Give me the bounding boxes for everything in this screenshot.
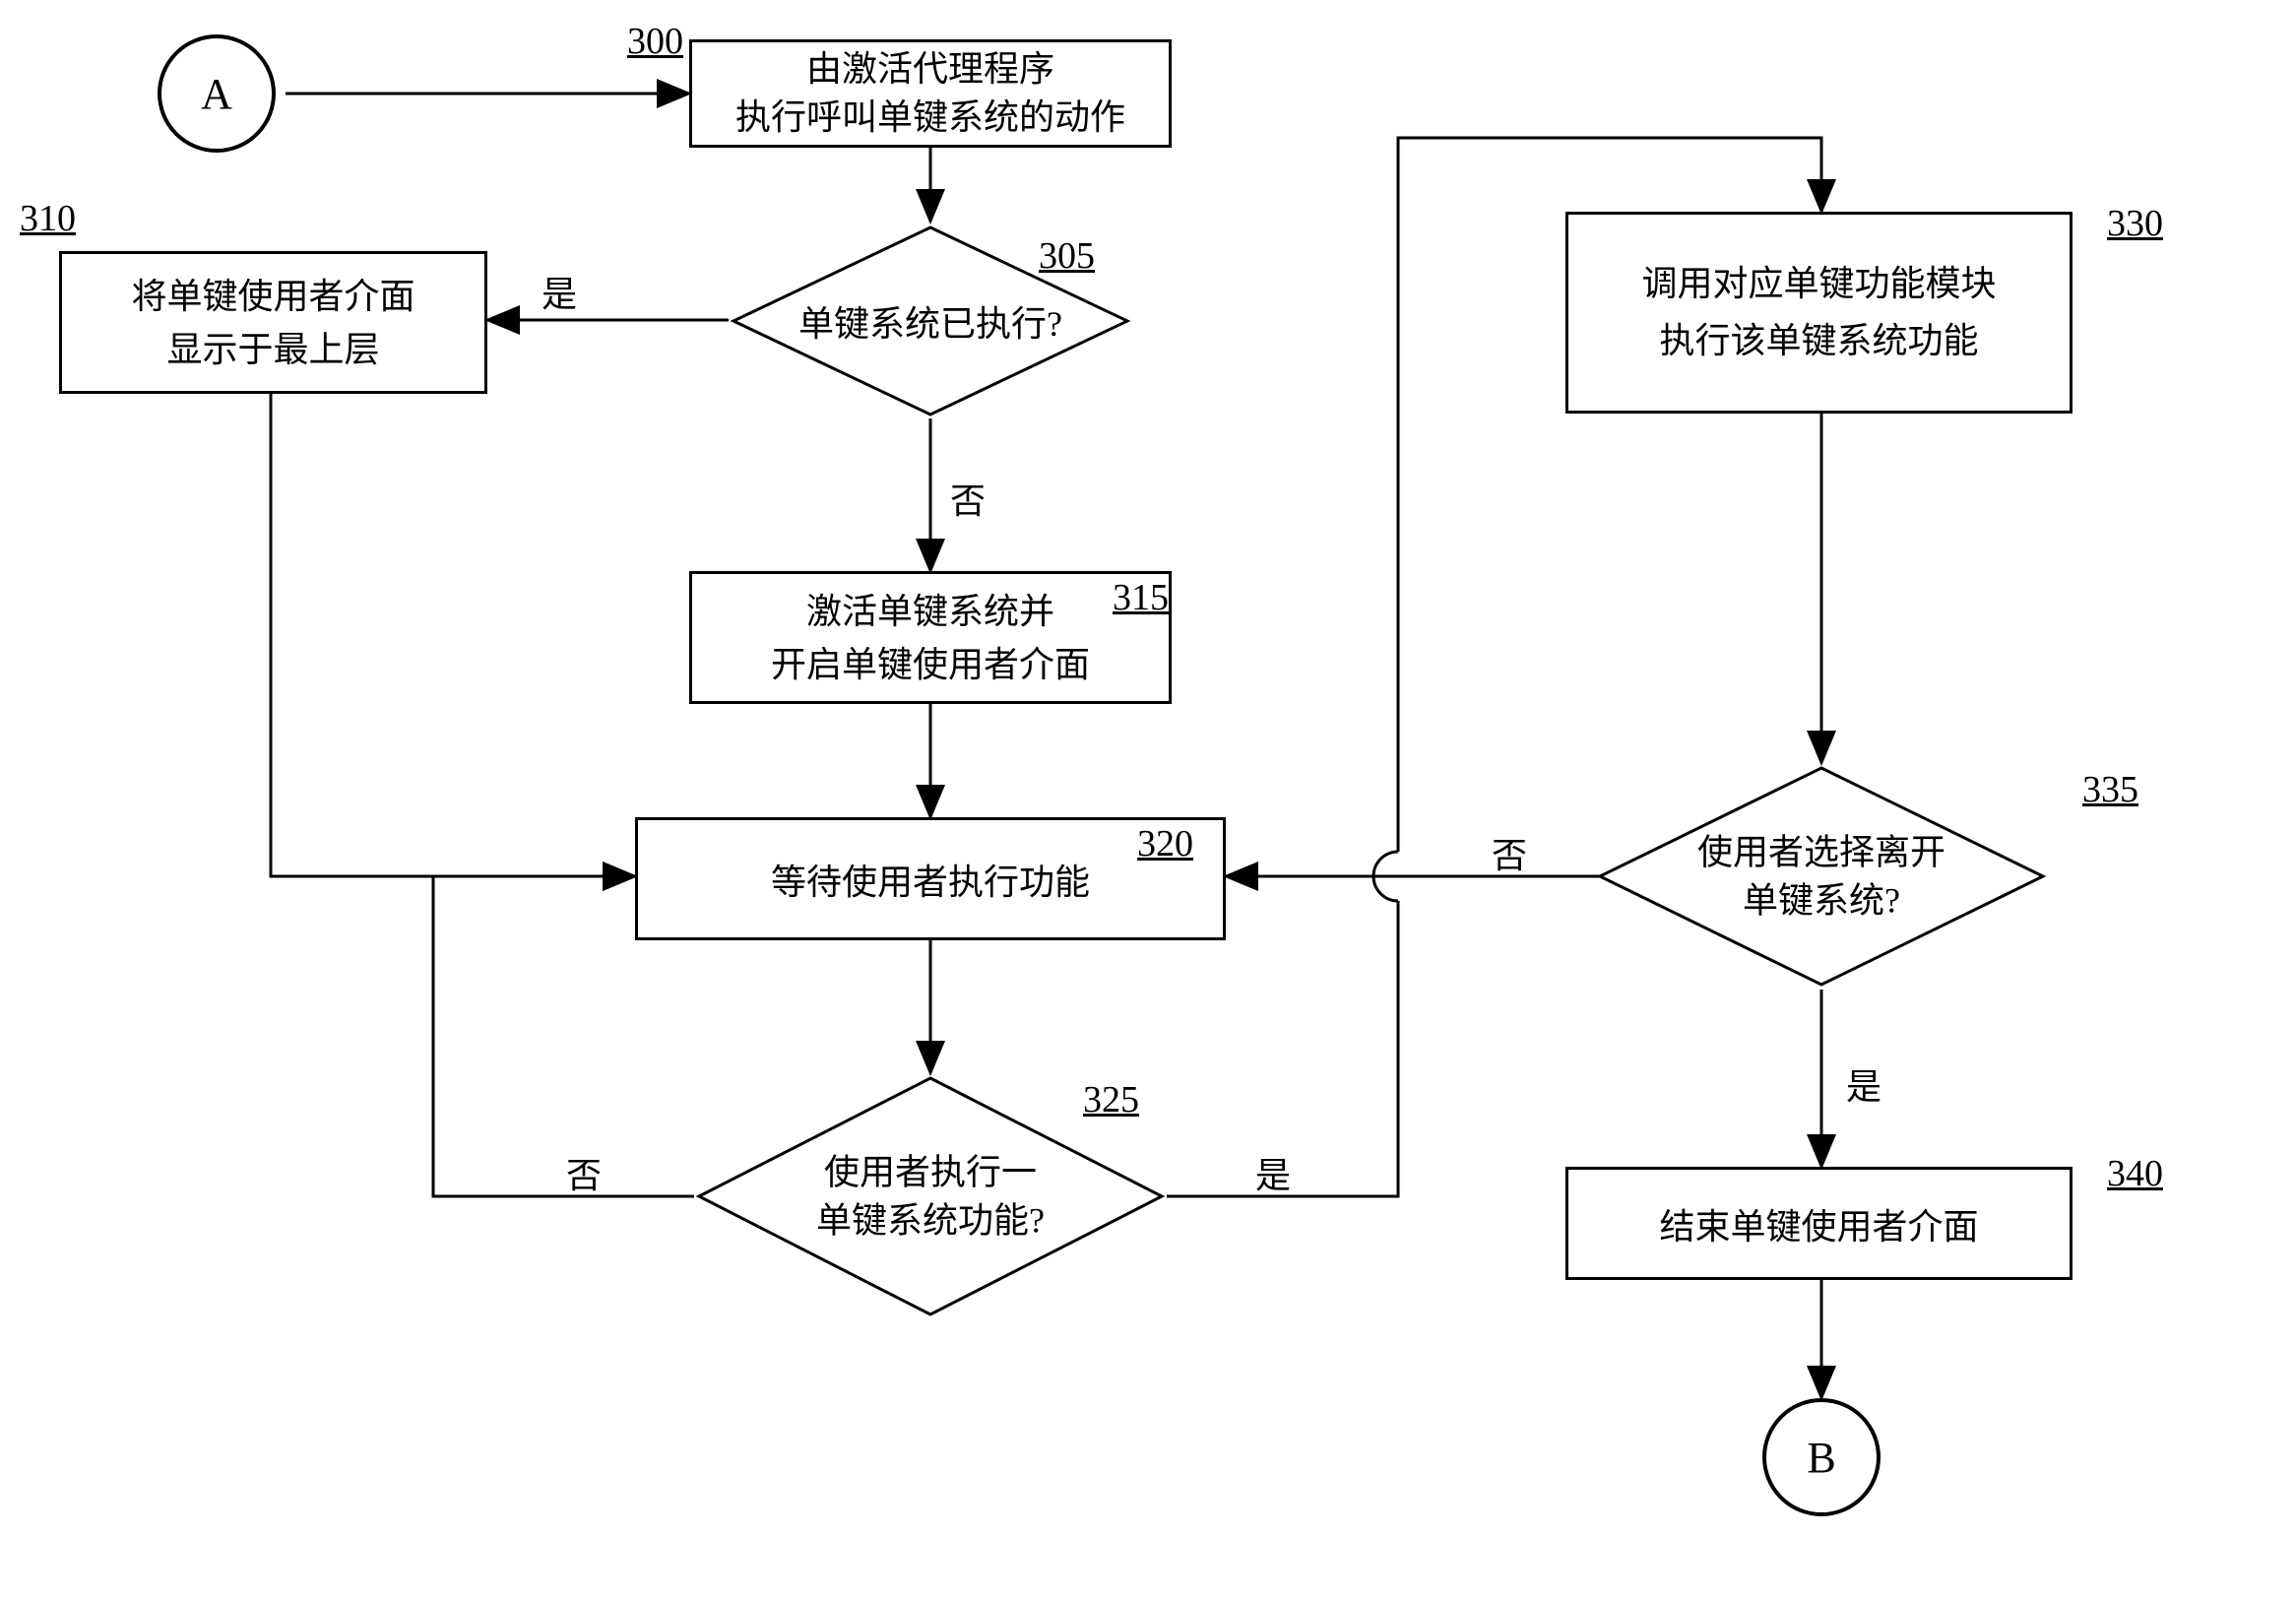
node-305: 单键系统已执行? xyxy=(793,249,1068,392)
node-300-line1: 由激活代理程序 xyxy=(735,45,1125,94)
node-335: 使用者选择离开 单键系统? xyxy=(1659,798,1984,955)
node-330-text: 调用对应单键功能模块 执行该单键系统功能 xyxy=(1641,256,1996,369)
node-335-line2: 单键系统? xyxy=(1594,876,2049,925)
node-315-text: 激活单键系统并 开启单键使用者介面 xyxy=(771,585,1090,691)
node-325-line2: 单键系统功能? xyxy=(703,1196,1158,1245)
label-325-yes: 是 xyxy=(1255,1147,1291,1198)
node-310-line2: 显示于最上层 xyxy=(131,323,415,376)
node-315-line1: 激活单键系统并 xyxy=(771,585,1090,638)
node-310: 将单键使用者介面 显示于最上层 xyxy=(59,251,487,394)
node-305-text: 单键系统已执行? xyxy=(737,295,1123,347)
ref-305: 305 xyxy=(1039,234,1095,278)
connector-a-label: A xyxy=(201,69,232,119)
node-300: 由激活代理程序 执行呼叫单键系统的动作 xyxy=(689,39,1172,148)
label-335-yes: 是 xyxy=(1846,1058,1881,1110)
ref-325: 325 xyxy=(1083,1078,1139,1121)
node-330-line1: 调用对应单键功能模块 xyxy=(1641,256,1996,313)
node-325-line1: 使用者执行一 xyxy=(703,1148,1158,1196)
ref-335: 335 xyxy=(2082,768,2138,811)
connector-b: B xyxy=(1762,1398,1881,1516)
ref-320: 320 xyxy=(1137,822,1193,865)
node-340-text: 结束单键使用者介面 xyxy=(1659,1198,1978,1249)
node-300-line2: 执行呼叫单键系统的动作 xyxy=(735,94,1125,142)
ref-340: 340 xyxy=(2107,1152,2163,1195)
ref-330: 330 xyxy=(2107,202,2163,245)
node-335-text: 使用者选择离开 单键系统? xyxy=(1594,828,2049,924)
ref-315: 315 xyxy=(1113,576,1169,619)
node-335-line1: 使用者选择离开 xyxy=(1594,828,2049,876)
node-340: 结束单键使用者介面 xyxy=(1565,1167,2073,1280)
node-310-line1: 将单键使用者介面 xyxy=(131,270,415,323)
ref-310: 310 xyxy=(20,197,76,240)
node-320-text: 等待使用者执行功能 xyxy=(771,854,1090,905)
connector-a: A xyxy=(158,34,276,153)
node-315: 激活单键系统并 开启单键使用者介面 xyxy=(689,571,1172,704)
node-330: 调用对应单键功能模块 执行该单键系统功能 xyxy=(1565,212,2073,414)
node-310-text: 将单键使用者介面 显示于最上层 xyxy=(131,270,415,376)
label-305-yes: 是 xyxy=(542,266,577,317)
node-315-line2: 开启单键使用者介面 xyxy=(771,638,1090,691)
label-335-no: 否 xyxy=(1492,827,1527,878)
node-325: 使用者执行一 单键系统功能? xyxy=(768,1108,1093,1285)
node-300-text: 由激活代理程序 执行呼叫单键系统的动作 xyxy=(735,45,1125,141)
connector-b-label: B xyxy=(1807,1433,1835,1483)
node-330-line2: 执行该单键系统功能 xyxy=(1641,313,1996,370)
label-325-no: 否 xyxy=(566,1147,602,1198)
ref-300: 300 xyxy=(627,20,683,63)
label-305-no: 否 xyxy=(950,473,986,524)
flowchart-canvas: A 由激活代理程序 执行呼叫单键系统的动作 300 单键系统已执行? 305 将… xyxy=(20,20,2276,1580)
node-325-text: 使用者执行一 单键系统功能? xyxy=(703,1148,1158,1244)
